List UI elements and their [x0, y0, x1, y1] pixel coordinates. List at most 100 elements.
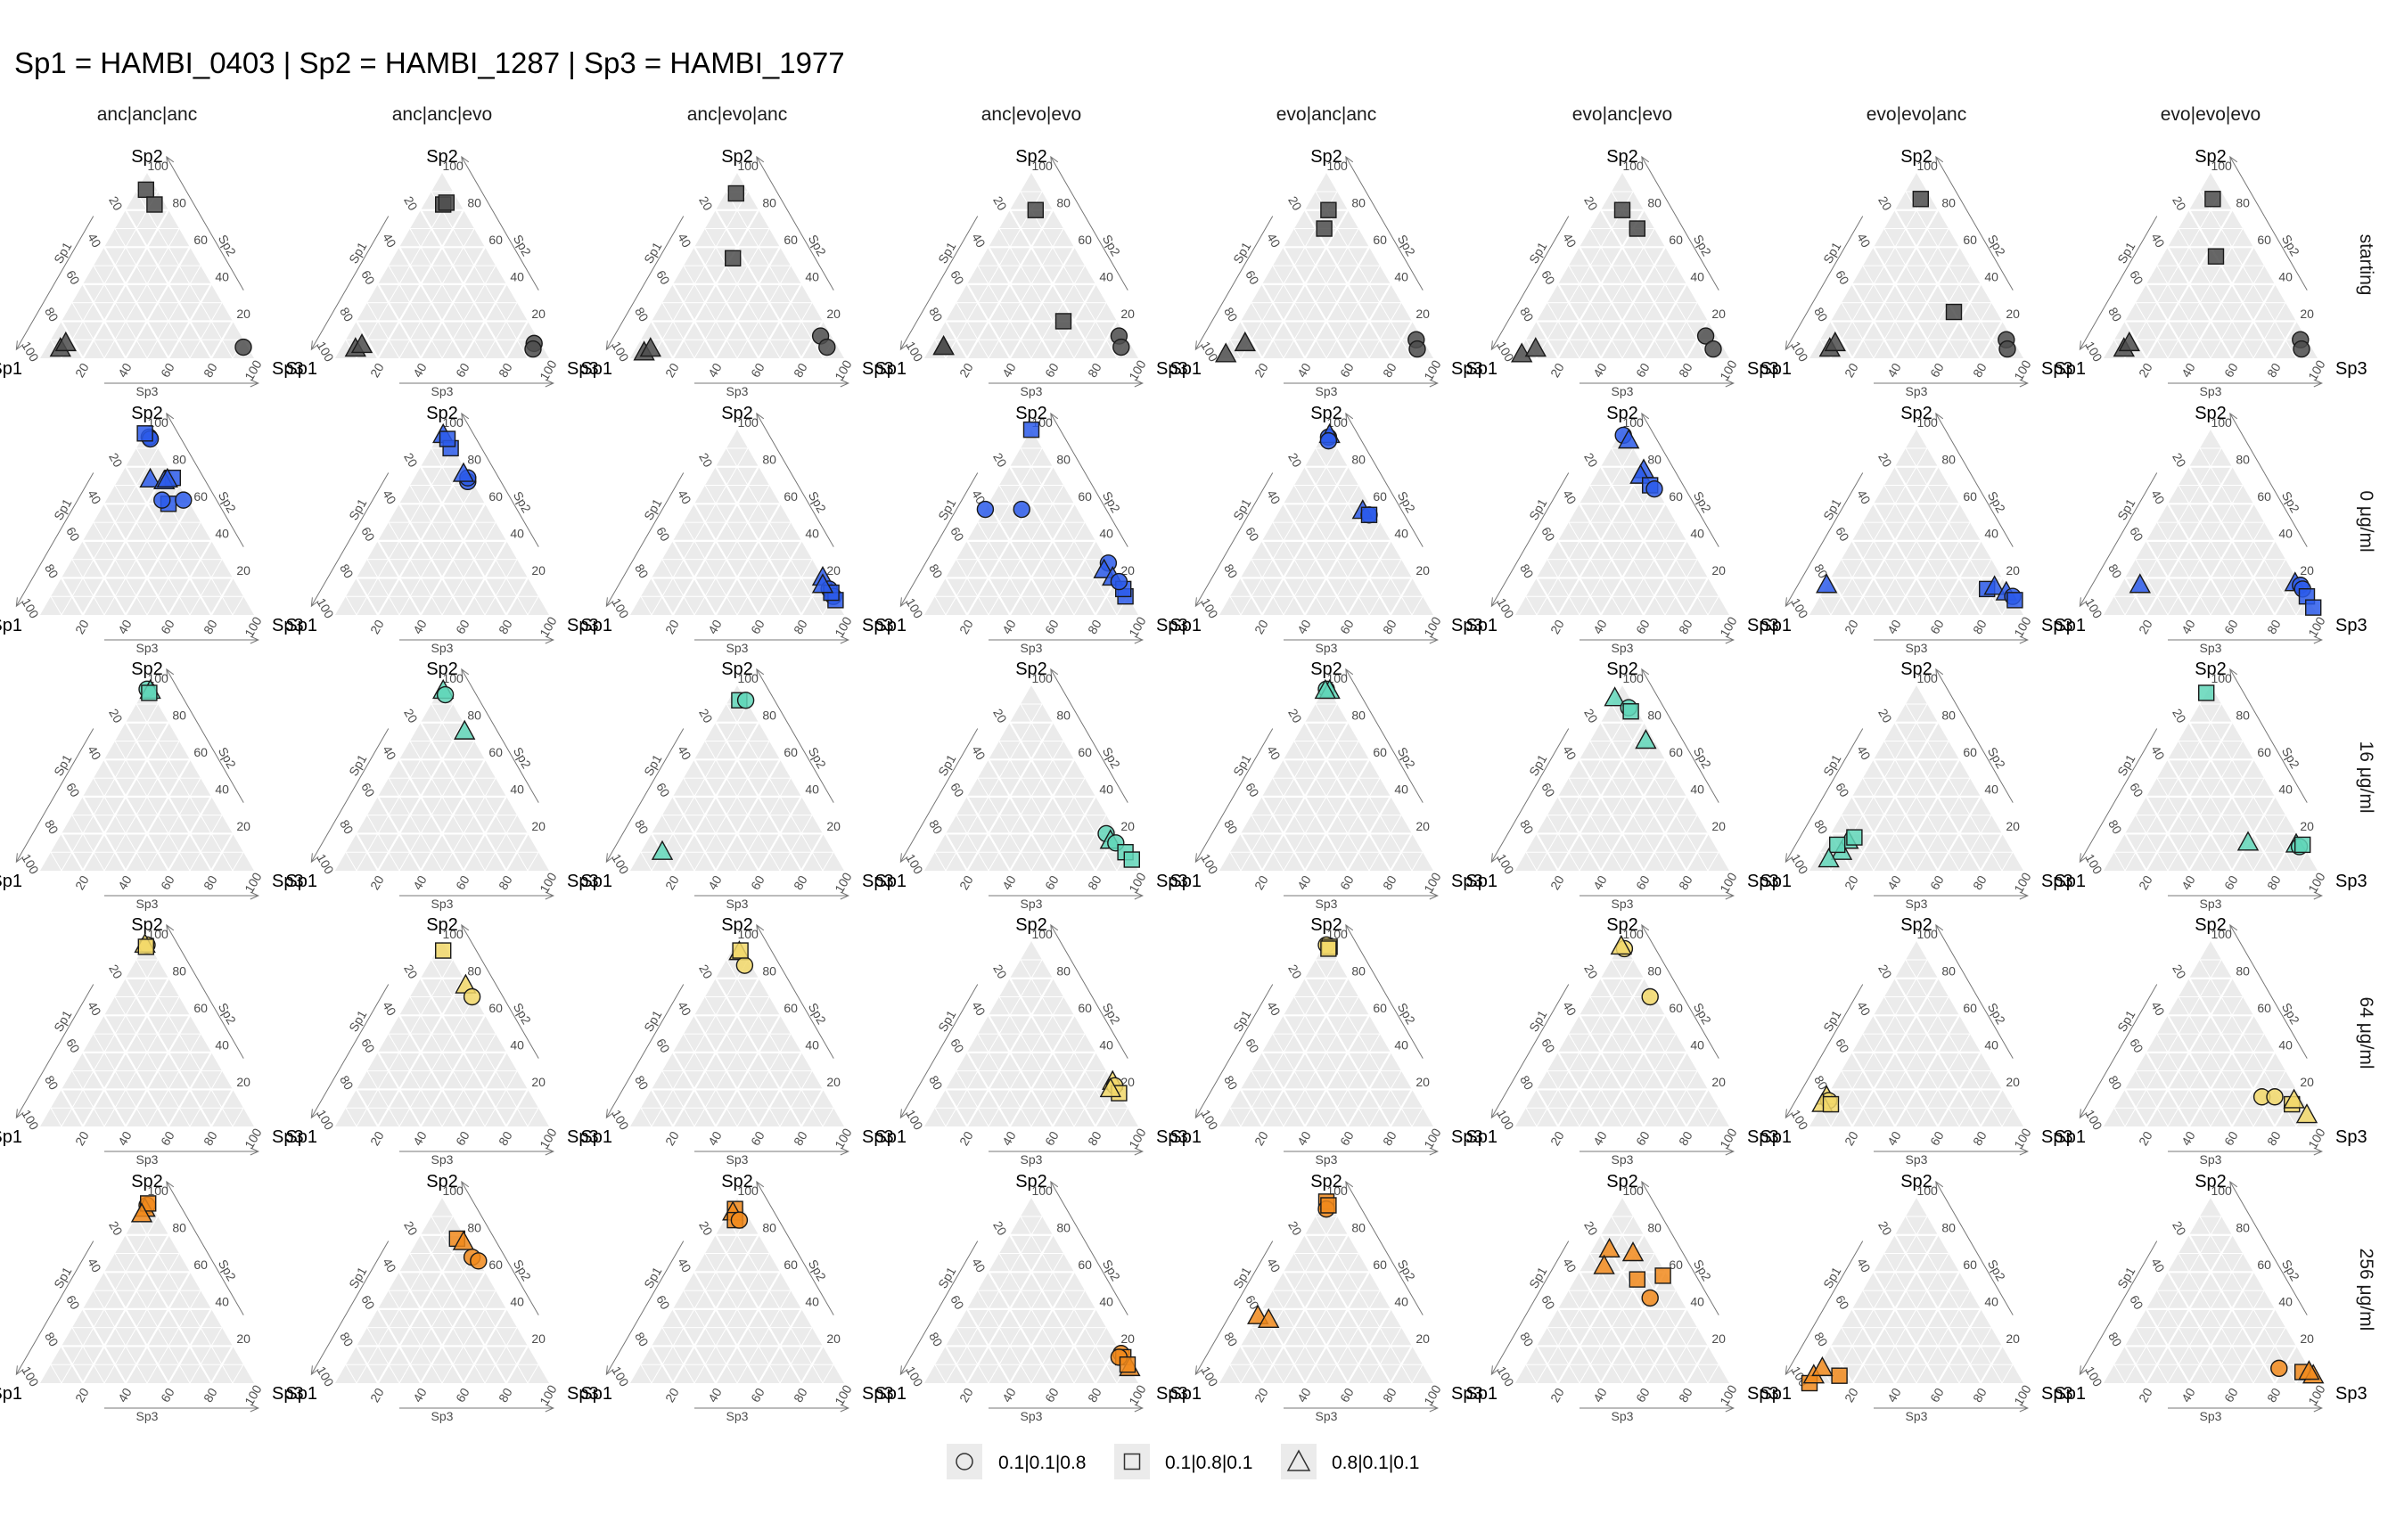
axis-arrows [1194, 668, 1440, 900]
tick-label: 20 [1120, 1331, 1135, 1346]
sp2-axis-arrow-head [166, 412, 175, 422]
gridline [977, 1290, 1032, 1384]
data-point-circle [1112, 338, 1130, 356]
gridlines [1819, 959, 2014, 1127]
sp1-axis-arrow-head [310, 1365, 319, 1376]
gridline [1830, 191, 1928, 359]
gridline [726, 447, 824, 616]
tick-label: 80 [1221, 1330, 1241, 1349]
gridline [2146, 283, 2190, 359]
vertex-label-sp2: Sp2 [131, 404, 163, 423]
gridline [1272, 1290, 1327, 1384]
tick-label: 40 [410, 1385, 430, 1405]
gridline [651, 191, 749, 359]
gridline [71, 559, 105, 616]
gridline [1030, 777, 1086, 872]
gridline [1851, 796, 1896, 872]
gridline [1707, 1364, 1719, 1384]
tick-label: 60 [653, 1292, 673, 1312]
gridline [693, 996, 770, 1127]
sp3-axis-arrow-head [1134, 891, 1145, 900]
tick-label: 40 [1854, 231, 1874, 250]
vertex-label-sp2: Sp2 [426, 659, 458, 679]
sp3-axis-title: Sp3 [1316, 641, 1338, 655]
gridline [1686, 832, 1709, 872]
gridline [1368, 302, 1402, 359]
sp1-axis-arrow-head [1194, 597, 1203, 608]
tick-label: 20 [106, 450, 126, 470]
tick-label: 60 [2127, 1292, 2146, 1312]
tick-label: 60 [1337, 872, 1357, 892]
gridline [1052, 540, 1096, 616]
axis-arrows [310, 155, 555, 388]
gridline [1643, 1052, 1687, 1127]
sp2-axis-arrow-head [1641, 1180, 1650, 1191]
gridline [1240, 832, 1263, 872]
tick-label: 60 [1963, 745, 1977, 759]
tick-label: 100 [2211, 415, 2232, 430]
sp2-axis-title: Sp2 [1395, 1000, 1418, 1027]
gridline [2001, 851, 2014, 872]
tick-label: 80 [632, 1330, 652, 1349]
sp1-axis-title: Sp1 [2114, 1265, 2138, 1291]
gridline [934, 1364, 947, 1384]
sp2-axis-arrow-head [756, 923, 765, 934]
gridline [1073, 302, 1107, 359]
sp1-axis-title: Sp1 [1820, 1265, 1843, 1291]
data-points [1811, 1085, 1840, 1113]
gridline [1368, 559, 1402, 616]
tick-label: 20 [72, 617, 92, 636]
gridline [2146, 540, 2190, 616]
vertex-label-sp3: Sp3 [1451, 616, 1483, 635]
gridline [956, 302, 989, 359]
gridline [505, 1088, 529, 1127]
gridline [1873, 741, 1949, 872]
data-points [134, 932, 156, 955]
tick-label: 80 [496, 617, 515, 636]
vertex-label-sp3: Sp3 [1747, 872, 1779, 891]
tick-label: 80 [762, 452, 776, 466]
tick-label: 20 [236, 819, 250, 833]
tick-label: 60 [488, 1257, 503, 1272]
data-point-square [1828, 836, 1846, 854]
gridline [356, 832, 379, 872]
gridline [1707, 851, 1719, 872]
sp1-axis-arrow-head [310, 853, 319, 864]
tick-label: 40 [675, 999, 694, 1019]
gridline [441, 521, 496, 616]
tick-label: 60 [488, 233, 503, 247]
tick-label: 20 [1285, 1218, 1305, 1238]
tick-label: 80 [1380, 1128, 1399, 1148]
tick-label: 80 [762, 195, 776, 209]
tick-label: 80 [467, 963, 481, 978]
tick-label: 80 [1647, 452, 1662, 466]
tick-label: 100 [903, 851, 926, 876]
tick-label: 40 [1294, 617, 1314, 636]
tick-label: 100 [1717, 870, 1740, 895]
sp3-axis-title: Sp3 [2200, 1409, 2222, 1423]
tick-label: 80 [1941, 452, 1956, 466]
vertex-label-sp3: Sp3 [272, 1384, 304, 1404]
gridline [61, 447, 159, 616]
tick-label: 20 [531, 1075, 546, 1089]
tick-label: 40 [115, 360, 135, 380]
gridline [1557, 1052, 1602, 1127]
gridline [1325, 265, 1381, 359]
gridline [1293, 741, 1370, 872]
sp2-axis-arrow-head [1050, 1180, 1059, 1191]
vertex-label-sp3: Sp3 [1451, 359, 1483, 379]
data-points [1614, 426, 1663, 498]
vertex-label-sp3: Sp3 [272, 359, 304, 379]
sp2-axis-arrow-head [1050, 668, 1059, 678]
sp1-axis-arrow [1490, 472, 1570, 607]
tick-label: 80 [467, 708, 481, 722]
tick-label: 60 [63, 1292, 83, 1312]
sp2-axis-arrow-head [461, 412, 470, 422]
data-point-triangle [452, 462, 475, 482]
data-point-circle [153, 491, 171, 509]
tick-label: 20 [1285, 450, 1305, 470]
vertex-label-sp1: Sp1 [2054, 1127, 2086, 1147]
